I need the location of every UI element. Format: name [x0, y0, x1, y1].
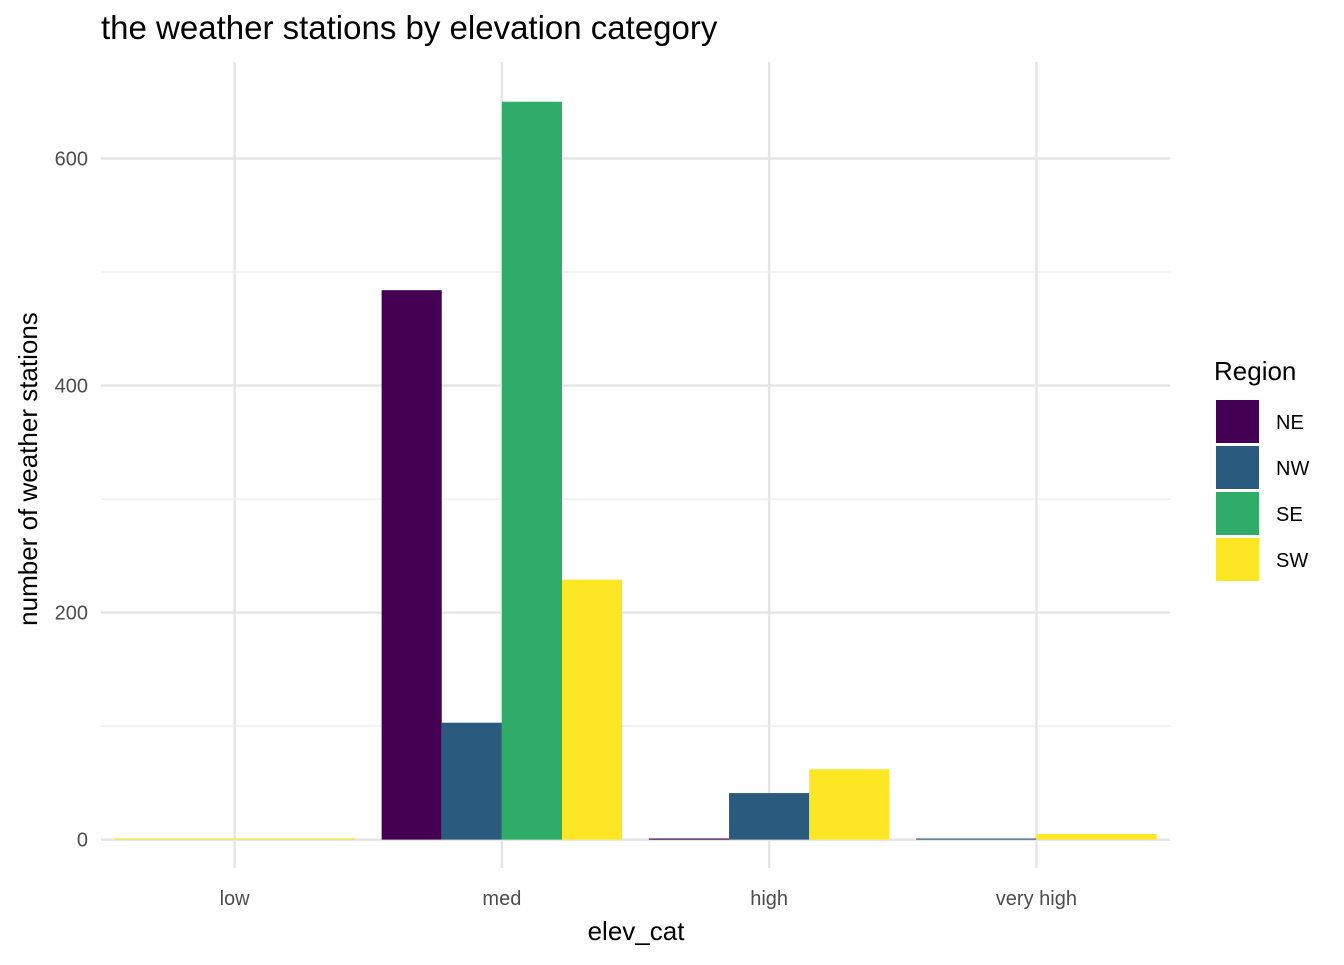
- legend-swatch-ne: [1216, 400, 1259, 443]
- legend-swatch-nw: [1216, 446, 1259, 489]
- bar-se-med: [501, 101, 563, 840]
- legend-label-sw: SW: [1276, 550, 1308, 572]
- bar-ne-high: [648, 838, 730, 840]
- axes: 0 200 400 600 low med high very high: [55, 148, 1077, 910]
- bar-ne-med: [381, 290, 442, 840]
- bar-nw-med: [441, 722, 502, 840]
- bar-sw-low: [114, 838, 355, 840]
- bar-sw-med: [562, 579, 623, 840]
- x-tick-label: med: [482, 888, 521, 910]
- y-tick-label: 200: [55, 603, 88, 625]
- legend-label-ne: NE: [1276, 412, 1304, 434]
- bar-sw-high: [809, 769, 890, 840]
- y-tick-label: 600: [55, 148, 88, 170]
- y-tick-label: 0: [77, 830, 88, 852]
- bar-sw-very-high: [1036, 833, 1157, 840]
- y-axis-label: number of weather stations: [13, 312, 43, 626]
- x-tick-label: high: [750, 888, 788, 910]
- bars: [114, 101, 1157, 840]
- chart-title: the weather stations by elevation catego…: [101, 9, 718, 46]
- y-tick-label: 400: [55, 376, 88, 398]
- legend-title: Region: [1214, 356, 1296, 386]
- legend-label-se: SE: [1276, 504, 1303, 526]
- bar-nw-high: [729, 793, 810, 840]
- x-axis-label: elev_cat: [588, 916, 686, 946]
- x-tick-label: low: [220, 888, 251, 910]
- grid: [101, 62, 1170, 868]
- legend-swatch-se: [1216, 492, 1259, 535]
- legend-label-nw: NW: [1276, 458, 1309, 480]
- legend: Region NE NW SE SW: [1214, 356, 1309, 581]
- bar-nw-very-high: [916, 838, 1037, 840]
- x-tick-label: very high: [996, 888, 1077, 910]
- legend-swatch-sw: [1216, 538, 1259, 581]
